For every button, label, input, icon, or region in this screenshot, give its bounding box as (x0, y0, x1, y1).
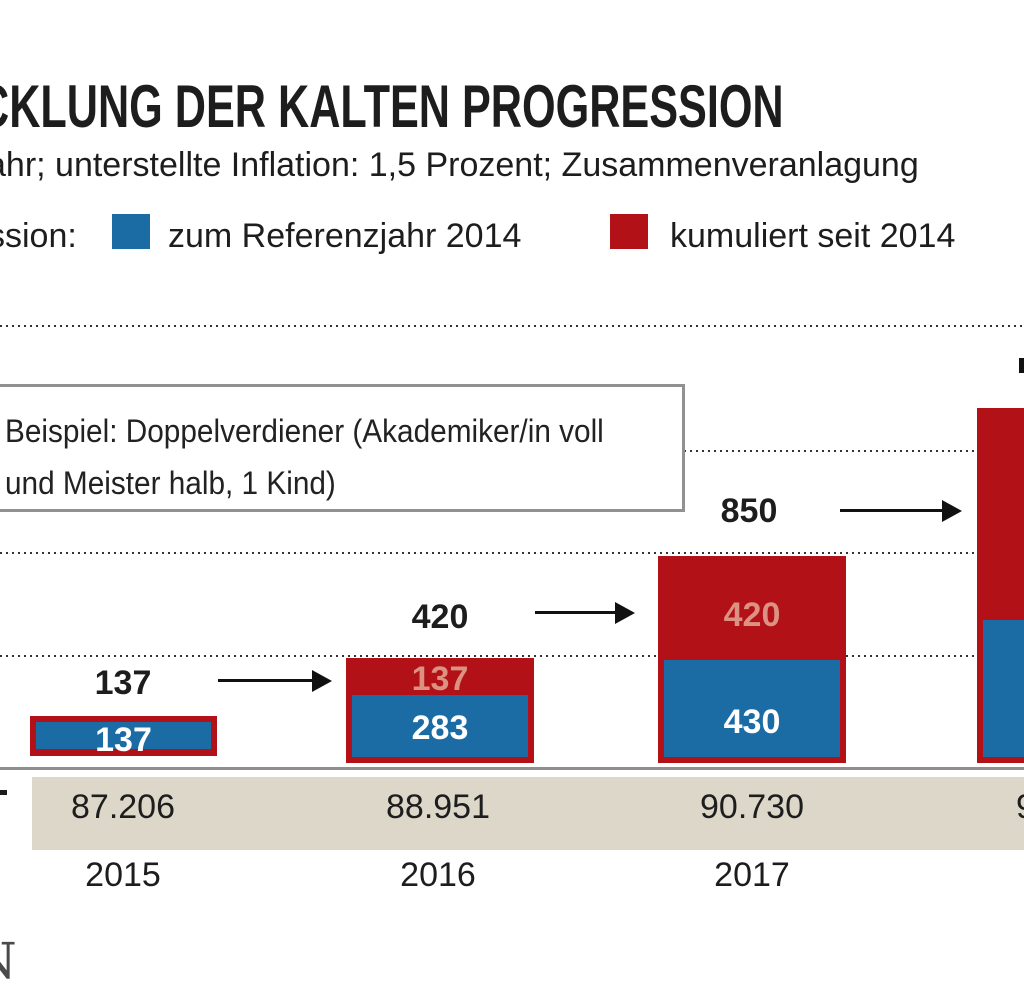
cropped-logo-fragment: N (0, 932, 17, 990)
bar-2015-value-label: 137 (95, 721, 152, 759)
legend-swatch-blue (112, 214, 150, 249)
x-axis-label-2016: 2016 (400, 856, 476, 894)
bar-2016-reference-label: 283 (411, 709, 469, 747)
legend-prefix-label: ssion: (0, 217, 77, 255)
x-axis-line (0, 767, 1024, 770)
bar-2018-cropped (977, 408, 1024, 763)
arrow-right-icon (615, 602, 635, 624)
annotation-line-1: Beispiel: Doppelverdiener (Akademiker/in… (5, 413, 604, 449)
bar-2017-blue-segment (664, 660, 840, 757)
dotted-gridline-850-level (0, 552, 978, 554)
dotted-gridline-420-level (0, 655, 978, 657)
bar-2016: 137 283 (346, 658, 534, 763)
cropped-total-label-2018-fragment (1019, 358, 1024, 373)
bar-2016-blue-segment (352, 695, 528, 757)
legend-label-cumulated: kumuliert seit 2014 (670, 217, 956, 255)
bar-2016-cumulated-label: 137 (411, 660, 469, 698)
annotation-line-2: und Meister halb, 1 Kind) (5, 465, 336, 501)
example-annotation-box: Beispiel: Doppelverdiener (Akademiker/in… (0, 384, 685, 512)
total-label-2015: 137 (94, 664, 152, 702)
income-value-2015: 87.206 (71, 788, 175, 826)
cropped-row-label-fragment (0, 790, 7, 795)
income-row-band (32, 777, 1024, 850)
income-value-2018-fragment: 9 (1016, 788, 1024, 827)
legend-swatch-red (610, 214, 648, 249)
income-value-2017: 90.730 (700, 788, 804, 826)
arrow-right-icon (218, 679, 312, 682)
total-label-2017: 850 (720, 492, 778, 530)
legend-label-reference-year: zum Referenzjahr 2014 (168, 217, 522, 255)
arrow-right-icon (312, 670, 332, 692)
bar-2015: 137 (30, 716, 217, 759)
bar-2017-cumulated-label: 420 (723, 596, 781, 634)
page-title: CKLUNG DER KALTEN PROGRESSION (0, 73, 784, 140)
x-axis-label-2015: 2015 (85, 856, 161, 894)
bar-2017: 420 430 (658, 556, 846, 763)
bar-2015-blue-segment (36, 722, 211, 749)
x-axis-label-2017: 2017 (714, 856, 790, 894)
dotted-gridline-top (0, 325, 1024, 327)
total-label-2016: 420 (411, 598, 469, 636)
bar-2017-reference-label: 430 (723, 703, 781, 741)
arrow-right-icon (942, 500, 962, 522)
bar-2018-blue-segment (983, 620, 1024, 757)
arrow-right-icon (840, 509, 942, 512)
income-value-2016: 88.951 (386, 788, 490, 826)
arrow-right-icon (535, 611, 615, 614)
chart-subtitle: ahr; unterstellte Inflation: 1,5 Prozent… (0, 146, 919, 184)
